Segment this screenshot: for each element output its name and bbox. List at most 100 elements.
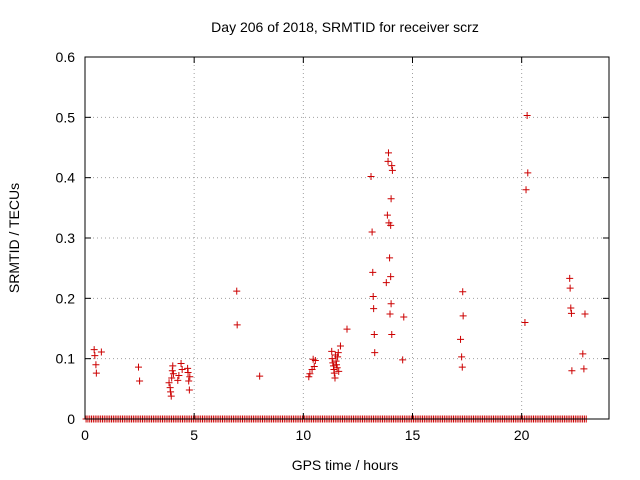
data-point	[566, 284, 574, 292]
data-point	[386, 310, 394, 318]
data-point	[457, 335, 465, 343]
data-point	[386, 254, 394, 262]
data-point	[387, 195, 395, 203]
data-point	[383, 211, 391, 219]
data-point	[330, 369, 338, 377]
data-point	[568, 367, 576, 375]
data-point	[458, 363, 466, 371]
y-tick-label: 0.5	[56, 109, 76, 125]
data-point	[566, 274, 574, 282]
data-point	[184, 369, 192, 377]
data-point	[388, 166, 396, 174]
data-point	[524, 169, 532, 177]
data-point	[167, 392, 175, 400]
data-point	[165, 379, 173, 387]
data-point	[567, 309, 575, 317]
tick-labels: 0 0.1 0.2 0.3 0.4 0.5 0.6 0 5 10 15 20	[56, 49, 530, 443]
data-point	[370, 305, 378, 313]
data-point	[90, 346, 98, 354]
data-point	[174, 376, 182, 384]
data-points	[82, 112, 590, 423]
data-point	[175, 372, 183, 380]
data-point	[579, 350, 587, 358]
data-point	[178, 366, 186, 374]
data-point	[369, 293, 377, 301]
y-axis-label: SRMTID / TECUs	[6, 183, 22, 293]
data-point	[134, 363, 142, 371]
data-point	[369, 268, 377, 276]
data-point	[305, 373, 313, 381]
data-point	[581, 310, 589, 318]
data-point	[388, 162, 396, 170]
data-point	[382, 279, 390, 287]
data-point	[334, 349, 342, 357]
grid-lines	[85, 57, 609, 419]
data-point	[567, 304, 575, 312]
y-tick-label: 0.1	[56, 351, 76, 367]
data-point	[336, 342, 344, 350]
data-point	[580, 365, 588, 373]
data-point	[233, 287, 241, 295]
data-point	[310, 363, 318, 371]
data-point	[384, 157, 392, 165]
data-point	[331, 374, 339, 382]
data-point	[388, 331, 396, 339]
data-point	[168, 374, 176, 382]
y-tick-label: 0.3	[56, 230, 76, 246]
data-point	[177, 359, 185, 367]
data-point	[458, 353, 466, 361]
data-point	[92, 361, 100, 369]
data-point	[92, 369, 100, 377]
data-point	[169, 370, 177, 378]
x-tick-label: 20	[514, 427, 530, 443]
data-point	[328, 355, 336, 363]
data-point	[387, 300, 395, 308]
data-point	[185, 386, 193, 394]
data-point	[367, 172, 375, 180]
data-point	[185, 377, 193, 385]
data-point	[186, 373, 194, 381]
plot-frame	[84, 56, 610, 420]
y-tick-label: 0.4	[56, 170, 76, 186]
x-tick-label: 10	[296, 427, 312, 443]
data-point	[233, 321, 241, 329]
data-point	[400, 313, 408, 321]
y-tick-label: 0.6	[56, 49, 76, 65]
data-point	[399, 356, 407, 364]
data-point	[136, 377, 144, 385]
data-point	[167, 388, 175, 396]
data-point	[333, 364, 341, 372]
axis-ticks	[84, 56, 609, 420]
data-point	[370, 331, 378, 339]
data-point	[329, 359, 337, 367]
data-point	[387, 273, 395, 281]
data-point	[387, 221, 395, 229]
y-tick-label: 0.2	[56, 290, 76, 306]
data-point	[335, 367, 343, 375]
data-point	[522, 186, 530, 194]
data-point	[459, 288, 467, 296]
y-tick-label: 0	[67, 411, 75, 427]
data-point	[311, 356, 319, 364]
x-axis-label: GPS time / hours	[292, 457, 399, 473]
data-point	[97, 348, 105, 356]
x-tick-label: 5	[190, 427, 198, 443]
data-point	[523, 112, 531, 120]
data-point	[459, 312, 467, 320]
data-point	[334, 353, 342, 361]
data-point	[343, 325, 351, 333]
data-point	[368, 228, 376, 236]
data-point	[256, 372, 264, 380]
x-tick-label: 15	[405, 427, 421, 443]
data-point	[384, 149, 392, 157]
data-point	[333, 361, 341, 369]
data-point	[306, 370, 314, 378]
chart-title: Day 206 of 2018, SRMTID for receiver scr…	[211, 19, 479, 35]
data-point	[521, 318, 529, 326]
data-point	[328, 347, 336, 355]
data-point	[371, 349, 379, 357]
data-point	[169, 362, 177, 370]
x-tick-label: 0	[81, 427, 89, 443]
data-point	[91, 352, 99, 360]
